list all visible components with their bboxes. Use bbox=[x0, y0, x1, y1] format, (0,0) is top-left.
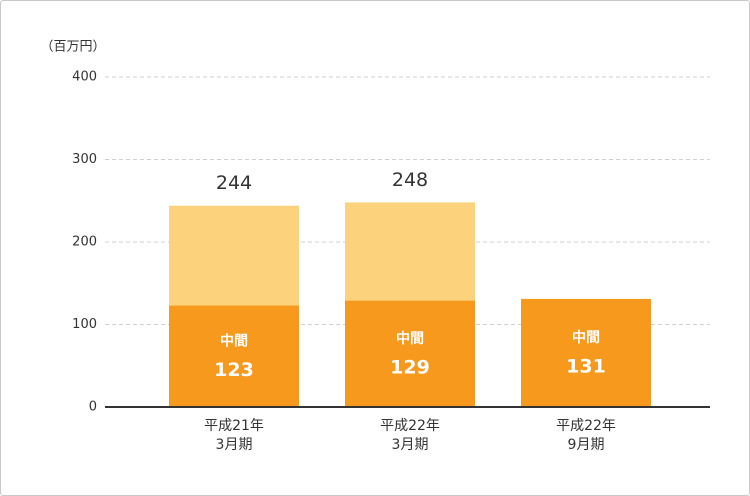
total-label: 248 bbox=[392, 169, 428, 191]
total-label: 244 bbox=[216, 172, 252, 194]
bar-segment bbox=[345, 300, 475, 407]
x-tick-label: 平成21年 3月期 bbox=[204, 418, 264, 453]
bar-segment bbox=[169, 305, 299, 407]
segment-name: 中間 bbox=[572, 329, 600, 346]
bar-segment bbox=[345, 202, 475, 301]
segment-name: 中間 bbox=[396, 330, 424, 347]
value-label: 131 bbox=[566, 355, 606, 377]
y-tick-label: 300 bbox=[72, 152, 97, 167]
y-axis-label: （百万円） bbox=[40, 40, 105, 55]
x-tick-label: 平成22年 9月期 bbox=[556, 418, 616, 453]
bar-segment bbox=[521, 298, 651, 407]
y-tick-label: 400 bbox=[72, 70, 97, 85]
y-tick-label: 200 bbox=[72, 235, 97, 250]
x-tick-label: 平成22年 3月期 bbox=[380, 418, 440, 453]
value-label: 123 bbox=[214, 359, 254, 381]
y-tick-label: 0 bbox=[89, 400, 97, 415]
y-tick-label: 100 bbox=[72, 317, 97, 332]
value-label: 129 bbox=[390, 356, 430, 378]
segment-name: 中間 bbox=[220, 332, 248, 349]
bar-segment bbox=[169, 205, 299, 306]
